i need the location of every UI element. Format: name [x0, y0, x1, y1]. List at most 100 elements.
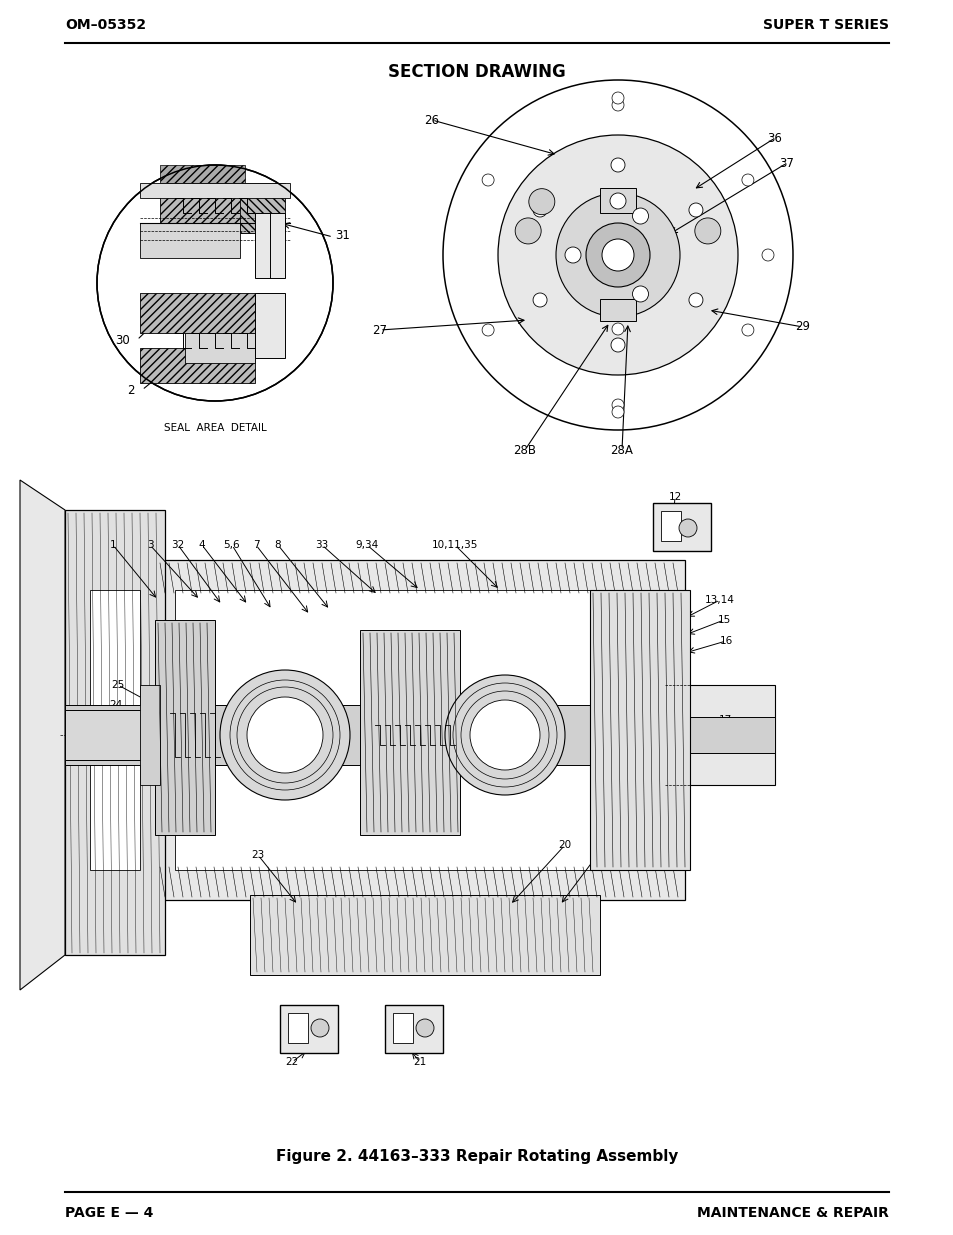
- Polygon shape: [20, 480, 65, 990]
- Circle shape: [247, 697, 323, 773]
- Text: MAINTENANCE & REPAIR: MAINTENANCE & REPAIR: [697, 1207, 888, 1220]
- Circle shape: [515, 217, 540, 245]
- Text: 5,6: 5,6: [223, 540, 240, 550]
- Circle shape: [444, 676, 564, 795]
- FancyBboxPatch shape: [359, 630, 459, 835]
- FancyBboxPatch shape: [385, 1005, 442, 1053]
- Text: SEAL  AREA  DETAIL: SEAL AREA DETAIL: [164, 424, 266, 433]
- FancyBboxPatch shape: [140, 224, 240, 258]
- Circle shape: [612, 399, 623, 411]
- Circle shape: [220, 671, 350, 800]
- FancyBboxPatch shape: [90, 590, 140, 869]
- Circle shape: [632, 287, 648, 303]
- Text: PAGE E — 4: PAGE E — 4: [65, 1207, 153, 1220]
- Text: 13,14: 13,14: [704, 595, 734, 605]
- Circle shape: [688, 293, 702, 308]
- FancyBboxPatch shape: [664, 718, 774, 753]
- FancyBboxPatch shape: [393, 1013, 413, 1044]
- FancyBboxPatch shape: [140, 685, 160, 785]
- Circle shape: [556, 193, 679, 317]
- Text: 32: 32: [172, 540, 185, 550]
- Text: 10,11,35: 10,11,35: [432, 540, 477, 550]
- Circle shape: [679, 519, 697, 537]
- Circle shape: [533, 203, 546, 217]
- Text: Figure 2. 44163–333 Repair Rotating Assembly: Figure 2. 44163–333 Repair Rotating Asse…: [275, 1150, 678, 1165]
- Text: 25: 25: [112, 680, 125, 690]
- Text: 7: 7: [253, 540, 259, 550]
- Text: 3: 3: [147, 540, 153, 550]
- FancyBboxPatch shape: [65, 705, 664, 764]
- Text: 2: 2: [128, 384, 135, 396]
- Text: 4: 4: [198, 540, 205, 550]
- Text: 31: 31: [335, 228, 350, 242]
- Text: 8: 8: [274, 540, 281, 550]
- Circle shape: [481, 174, 494, 186]
- Text: 30: 30: [115, 333, 130, 347]
- Circle shape: [632, 207, 648, 224]
- Polygon shape: [140, 348, 254, 383]
- Circle shape: [688, 203, 702, 217]
- FancyBboxPatch shape: [589, 590, 689, 869]
- Text: 9,34: 9,34: [355, 540, 378, 550]
- Circle shape: [481, 324, 494, 336]
- Circle shape: [528, 189, 555, 215]
- FancyBboxPatch shape: [254, 293, 285, 358]
- Text: 27: 27: [372, 324, 387, 336]
- Circle shape: [585, 224, 649, 287]
- Text: SECTION DRAWING: SECTION DRAWING: [388, 63, 565, 82]
- Circle shape: [416, 1019, 434, 1037]
- Text: 16: 16: [719, 636, 732, 646]
- Circle shape: [497, 135, 738, 375]
- Text: 22: 22: [285, 1057, 298, 1067]
- FancyBboxPatch shape: [174, 590, 664, 869]
- Circle shape: [612, 99, 623, 111]
- Circle shape: [610, 338, 624, 352]
- FancyBboxPatch shape: [599, 188, 636, 212]
- Text: 24: 24: [110, 700, 123, 710]
- Polygon shape: [140, 293, 254, 333]
- FancyBboxPatch shape: [65, 510, 165, 955]
- FancyBboxPatch shape: [154, 559, 684, 900]
- FancyBboxPatch shape: [254, 212, 285, 278]
- Polygon shape: [160, 183, 270, 233]
- FancyBboxPatch shape: [280, 1005, 337, 1053]
- Polygon shape: [240, 183, 285, 233]
- Circle shape: [612, 406, 623, 417]
- Text: 33: 33: [315, 540, 328, 550]
- Text: 20: 20: [558, 840, 571, 850]
- Circle shape: [533, 293, 546, 308]
- Text: 36: 36: [767, 131, 781, 144]
- Text: 28A: 28A: [610, 443, 633, 457]
- FancyBboxPatch shape: [140, 183, 290, 198]
- Circle shape: [761, 249, 773, 261]
- Text: 28B: 28B: [513, 443, 536, 457]
- Text: 15: 15: [717, 615, 730, 625]
- Circle shape: [311, 1019, 329, 1037]
- FancyBboxPatch shape: [185, 333, 254, 363]
- FancyBboxPatch shape: [599, 299, 636, 321]
- FancyBboxPatch shape: [660, 511, 680, 541]
- Text: 1: 1: [110, 540, 116, 550]
- Circle shape: [610, 158, 624, 172]
- Circle shape: [470, 700, 539, 769]
- Text: 17: 17: [718, 715, 731, 725]
- FancyBboxPatch shape: [664, 685, 774, 785]
- Circle shape: [741, 174, 753, 186]
- Text: 12: 12: [668, 492, 680, 501]
- Text: 23: 23: [251, 850, 264, 860]
- Text: 26: 26: [424, 114, 439, 126]
- Text: OM–05352: OM–05352: [65, 19, 146, 32]
- FancyBboxPatch shape: [652, 503, 710, 551]
- Circle shape: [741, 324, 753, 336]
- Polygon shape: [160, 165, 245, 183]
- Circle shape: [609, 193, 625, 209]
- Text: 19: 19: [598, 840, 611, 850]
- FancyBboxPatch shape: [250, 895, 599, 974]
- Text: 37: 37: [779, 157, 794, 169]
- Circle shape: [564, 247, 580, 263]
- Text: SUPER T SERIES: SUPER T SERIES: [762, 19, 888, 32]
- Circle shape: [601, 240, 634, 270]
- Text: 18: 18: [719, 735, 732, 745]
- Text: 21: 21: [413, 1057, 426, 1067]
- Circle shape: [612, 324, 623, 335]
